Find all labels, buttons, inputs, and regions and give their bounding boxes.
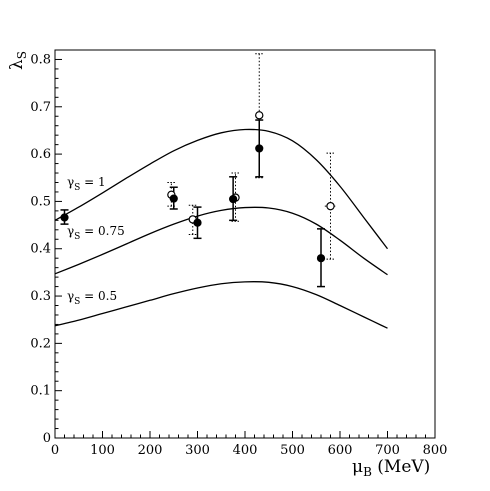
y-axis-title: λS: [7, 51, 29, 70]
x-tick-label: 700: [375, 443, 400, 458]
plot-frame: [54, 49, 436, 439]
x-tick-label: 200: [138, 443, 163, 458]
filled-data-point: [316, 254, 326, 263]
x-tick-label: 0: [51, 443, 59, 458]
filled-data-point: [229, 194, 238, 204]
x-tick-label: 600: [328, 443, 353, 458]
x-tick-label: 500: [280, 443, 305, 458]
x-tick-label: 300: [185, 443, 210, 458]
curve-label-gamma-075: γS = 0.75: [67, 224, 125, 242]
data-points: [60, 53, 337, 288]
x-tick-label: 100: [90, 443, 115, 458]
y-tick-label: 0.8: [30, 52, 51, 67]
filled-data-point: [169, 194, 178, 203]
y-tick-label: 0.7: [30, 100, 51, 115]
tick-labels: 0 100 200 300 400 500 600 700 800 0 0.1 0.2 0.3 0.4 0.…: [30, 52, 447, 458]
y-tick-label: 0: [43, 431, 51, 446]
x-tick-label: 400: [233, 443, 258, 458]
y-tick-label: 0.1: [30, 384, 51, 399]
open-data-point: [326, 201, 335, 211]
filled-data-point: [60, 213, 69, 222]
axis-ticks: [54, 58, 436, 439]
model-curve-1: [54, 206, 388, 276]
open-data-point: [255, 111, 264, 120]
y-tick-label: 0.6: [30, 147, 51, 162]
x-axis-title: μB (MeV): [352, 457, 430, 479]
filled-data-point: [193, 218, 202, 227]
y-tick-label: 0.2: [30, 336, 51, 351]
y-tick-label: 0.5: [30, 194, 51, 209]
x-tick-label: 800: [423, 443, 448, 458]
model-curve-2: [54, 281, 388, 329]
curve-label-gamma-1: γS = 1: [67, 175, 106, 193]
model-curves: [54, 128, 389, 329]
y-tick-label: 0.4: [30, 242, 51, 257]
curve-label-gamma-05: γS = 0.5: [67, 289, 117, 307]
filled-data-point: [255, 144, 264, 153]
y-tick-label: 0.3: [30, 289, 51, 304]
model-curve-0: [54, 128, 389, 250]
